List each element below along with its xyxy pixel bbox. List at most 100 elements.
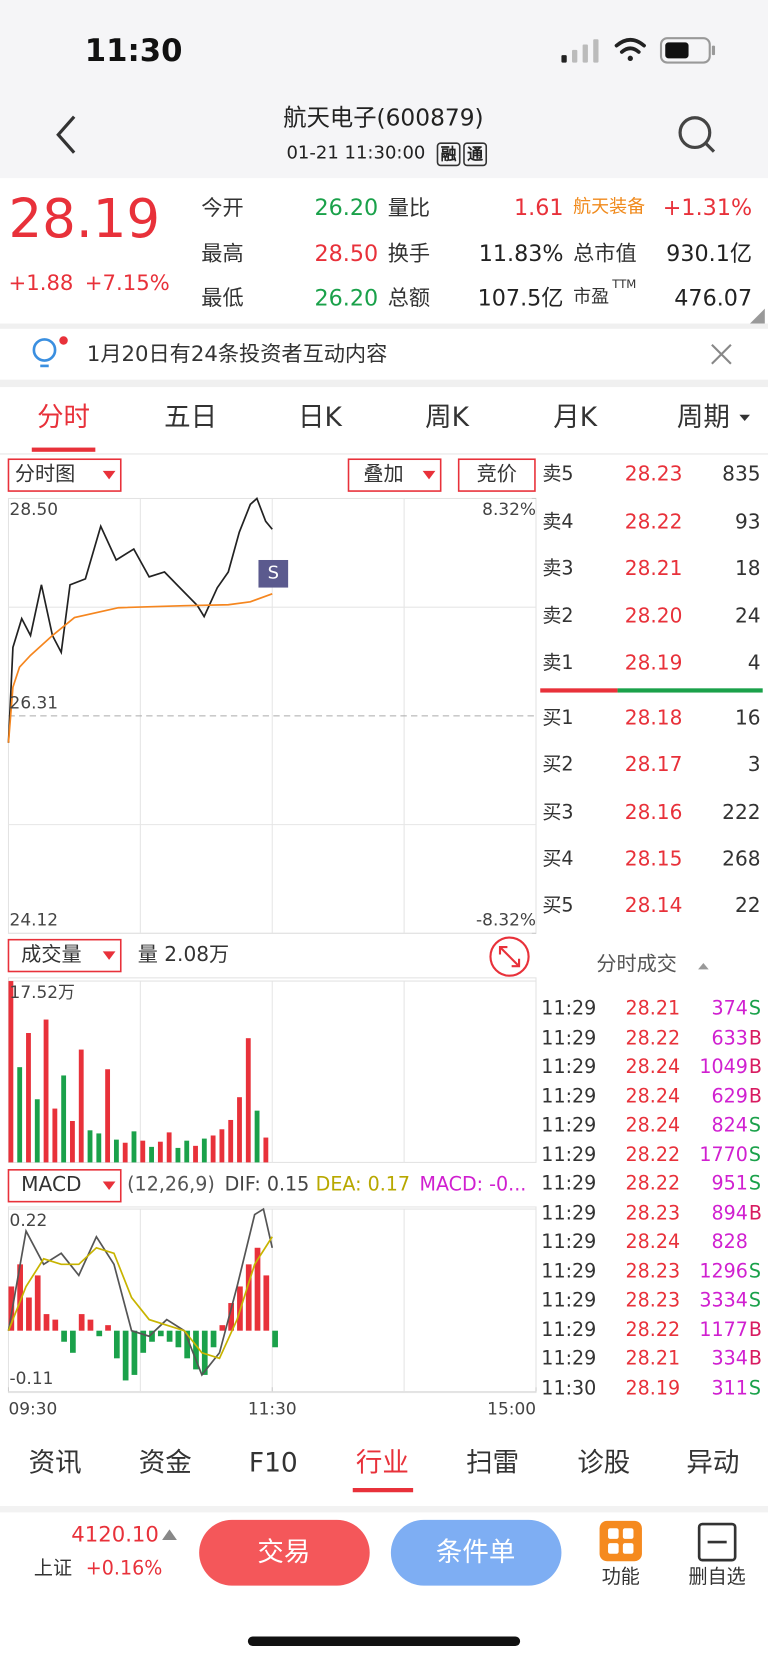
macd-bar bbox=[131, 1330, 138, 1375]
tab[interactable]: 分时 bbox=[37, 401, 91, 433]
stat-label: 今开 bbox=[201, 194, 244, 221]
macd-bar bbox=[34, 1275, 41, 1331]
trade-price: 28.23 bbox=[625, 1260, 681, 1283]
separator bbox=[0, 1506, 768, 1513]
book-label: 买3 bbox=[542, 801, 574, 824]
trades-title: 分时成交 bbox=[596, 952, 677, 976]
trade-price: 28.24 bbox=[625, 1114, 681, 1137]
macd-bar bbox=[272, 1330, 278, 1348]
index-value: 4120.10 bbox=[71, 1521, 159, 1547]
stock-subtitle: 01-21 11:30:00 bbox=[286, 142, 426, 164]
collapse-arrow bbox=[698, 963, 709, 970]
macd-bar bbox=[140, 1330, 147, 1353]
macd-bar bbox=[113, 1330, 120, 1359]
dropdown-arrow bbox=[739, 414, 750, 422]
trade-volume: 1770 bbox=[699, 1143, 748, 1166]
bottom-tab[interactable]: 行业 bbox=[355, 1447, 409, 1479]
close-button[interactable] bbox=[711, 343, 732, 365]
bottom-tab[interactable]: 资金 bbox=[138, 1447, 192, 1479]
macd-bar bbox=[175, 1330, 182, 1348]
trade-price: 28.21 bbox=[625, 997, 681, 1020]
x-tick-label: 09:30 bbox=[8, 1398, 58, 1419]
up-arrow bbox=[162, 1529, 177, 1540]
volume-bar bbox=[96, 1133, 102, 1163]
action-label[interactable]: 删自选 bbox=[688, 1566, 746, 1589]
search-button[interactable] bbox=[678, 116, 716, 153]
book-volume: 835 bbox=[722, 462, 761, 486]
chart-control[interactable]: 叠加 bbox=[363, 462, 404, 486]
trade-side: B bbox=[748, 1201, 763, 1225]
bottom-tab[interactable]: 资讯 bbox=[28, 1447, 82, 1479]
macd-bar bbox=[8, 1286, 15, 1331]
tab-underline bbox=[352, 1488, 414, 1493]
trade-volume: 1177 bbox=[699, 1318, 748, 1341]
back-button[interactable] bbox=[56, 115, 76, 154]
volume-bar bbox=[122, 1142, 128, 1163]
stat-value: 28.50 bbox=[314, 240, 379, 267]
selector-box[interactable] bbox=[7, 458, 122, 492]
selector-box[interactable] bbox=[7, 938, 122, 973]
stat-label: 总市值 bbox=[573, 240, 637, 266]
book-label: 买1 bbox=[542, 707, 574, 730]
stat-value: 11.83% bbox=[478, 240, 564, 267]
tab[interactable]: 五日 bbox=[164, 401, 218, 433]
remove-watchlist-icon[interactable] bbox=[697, 1522, 737, 1562]
plots bbox=[7, 497, 537, 1393]
bottom-tab[interactable]: F10 bbox=[248, 1447, 298, 1479]
tab[interactable]: 日K bbox=[297, 401, 342, 433]
badge-box bbox=[436, 142, 461, 167]
selector-box[interactable] bbox=[347, 458, 442, 492]
tab[interactable]: 周K bbox=[425, 401, 469, 433]
volume-bar bbox=[219, 1129, 225, 1163]
volume-bar bbox=[52, 1108, 58, 1163]
trade-side: S bbox=[748, 1260, 762, 1283]
tab[interactable]: 月K bbox=[553, 401, 598, 433]
volume-bar bbox=[78, 1049, 84, 1163]
book-price: 28.23 bbox=[624, 462, 683, 486]
volume-bar bbox=[184, 1140, 190, 1163]
volume-bar bbox=[8, 981, 14, 1163]
trade-side: B bbox=[748, 1085, 763, 1108]
y-tick-label: 17.52万 bbox=[9, 981, 76, 1003]
stock-title: 航天电子(600879) bbox=[283, 105, 484, 132]
stat-value: +1.31% bbox=[662, 195, 753, 221]
bottom-tab[interactable]: 诊股 bbox=[577, 1447, 631, 1479]
button-label[interactable]: 交易 bbox=[257, 1536, 311, 1568]
notice-icon bbox=[32, 336, 68, 368]
condition-order-button[interactable] bbox=[390, 1519, 562, 1586]
book-price: 28.17 bbox=[624, 753, 683, 777]
y-tick-label: 24.12 bbox=[9, 909, 59, 930]
trade-button[interactable] bbox=[199, 1519, 370, 1586]
trade-volume: 311 bbox=[711, 1376, 748, 1400]
trade-time: 11:29 bbox=[541, 1143, 597, 1166]
macd-bar bbox=[263, 1275, 270, 1331]
function-icon[interactable] bbox=[599, 1520, 642, 1562]
chart-control[interactable]: 分时图 bbox=[14, 462, 76, 486]
trade-price: 28.24 bbox=[625, 1085, 681, 1108]
selector-box[interactable] bbox=[7, 1169, 122, 1203]
tab[interactable]: 周期 bbox=[676, 401, 730, 433]
status-time: 11:30 bbox=[84, 32, 183, 69]
macd-selector[interactable]: MACD bbox=[21, 1173, 82, 1197]
stat-value: 107.5亿 bbox=[477, 285, 564, 311]
trade-marker bbox=[258, 559, 289, 588]
volume-selector[interactable]: 成交量 bbox=[21, 942, 82, 967]
button-label[interactable]: 条件单 bbox=[435, 1536, 516, 1568]
action-label[interactable]: 功能 bbox=[601, 1566, 640, 1589]
trade-volume: 633 bbox=[711, 1026, 748, 1050]
book-label: 卖3 bbox=[542, 557, 574, 580]
selector-box[interactable] bbox=[457, 458, 536, 492]
signal-icon bbox=[561, 39, 599, 63]
tab-underline bbox=[31, 447, 96, 452]
bottom-tab[interactable]: 扫雷 bbox=[466, 1447, 520, 1479]
trade-time: 11:29 bbox=[541, 1347, 597, 1370]
last-price: 28.19 bbox=[8, 187, 161, 250]
separator bbox=[0, 323, 768, 329]
badge-box bbox=[463, 142, 488, 167]
trade-price: 28.21 bbox=[625, 1347, 681, 1370]
chart-control[interactable]: 竞价 bbox=[476, 462, 517, 486]
trade-time: 11:29 bbox=[541, 1172, 597, 1195]
expand-button[interactable] bbox=[489, 936, 530, 977]
bottom-tab[interactable]: 异动 bbox=[686, 1447, 740, 1479]
